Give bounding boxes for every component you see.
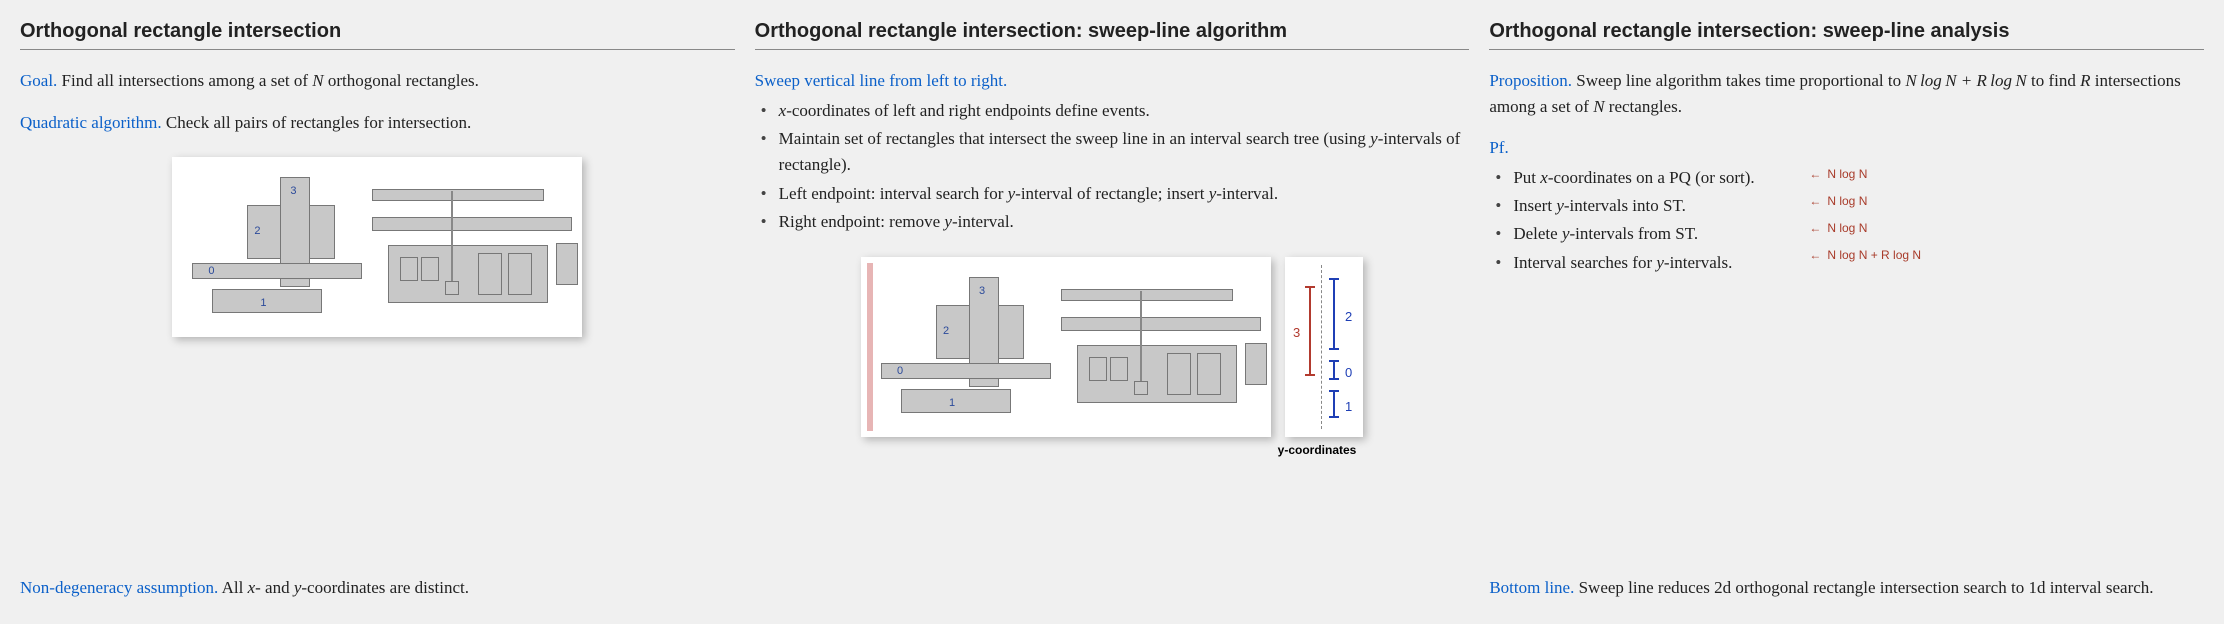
interval-cap [1305,286,1315,288]
rect-label: 2 [254,225,260,237]
interval-label: 0 [1345,365,1352,380]
rect [1061,317,1261,331]
interval-line [1333,279,1335,349]
annot-4: N log N + R log N [1809,248,1921,262]
interval-cap [1329,416,1339,418]
rect [212,289,322,313]
figure-box-2: 3 2 0 1 [861,257,1271,437]
goal-line: Goal. Find all intersections among a set… [20,68,735,94]
bullet-1: x-coordinates of left and right endpoint… [779,98,1470,124]
y-intervals-panel: 3 2 0 1 [1285,257,1363,437]
interval-line [1309,287,1311,375]
rect [1089,357,1107,381]
interval-cap [1329,390,1339,392]
interval-label: 1 [1345,399,1352,414]
interval-cap [1329,278,1339,280]
slide-2: Orthogonal rectangle intersection: sweep… [755,20,1470,604]
stick [451,191,453,289]
rect-label: 1 [949,397,955,409]
quadratic-line: Quadratic algorithm. Check all pairs of … [20,110,735,136]
slide-title: Orthogonal rectangle intersection [20,20,735,50]
sweep-bullets: x-coordinates of left and right endpoint… [755,98,1470,238]
rect [1061,289,1233,301]
rect [508,253,532,295]
rect [1245,343,1267,385]
quad-lead: Quadratic algorithm. [20,113,162,132]
interval-cap [1329,378,1339,380]
interval-label: 2 [1345,309,1352,324]
slide-1: Orthogonal rectangle intersection Goal. … [20,20,735,604]
interval-cap [1329,360,1339,362]
goal-lead: Goal. [20,71,57,90]
interval-line [1333,361,1335,379]
rect-label: 1 [260,297,266,309]
pf-lead: Pf. [1489,135,2204,161]
y-caption: y-coordinates [1278,443,1357,457]
slide-title: Orthogonal rectangle intersection: sweep… [755,20,1470,50]
rect [881,363,1051,379]
proof-block: Put x-coordinates on a PQ (or sort). Ins… [1489,165,2204,278]
rect [1197,353,1221,395]
rect-label: 3 [290,185,296,197]
slide-title: Orthogonal rectangle intersection: sweep… [1489,20,2204,50]
bullet-4: Right endpoint: remove y-interval. [779,209,1470,235]
rect [192,263,362,279]
interval-cap [1329,348,1339,350]
stick-knob [445,281,459,295]
bottom-line: Bottom line. Sweep line reduces 2d ortho… [1489,575,2204,601]
annot-1: N log N [1809,167,1867,181]
dashed-axis [1321,265,1322,429]
bullet-3: Left endpoint: interval search for y-int… [779,181,1470,207]
rect [372,189,544,201]
rect-label: 0 [897,365,903,377]
slide-3: Orthogonal rectangle intersection: sweep… [1489,20,2204,604]
proposition: Proposition. Sweep line algorithm takes … [1489,68,2204,119]
annot-2: N log N [1809,194,1867,208]
interval-label: 3 [1293,325,1300,340]
annot-3: N log N [1809,221,1867,235]
rect [1167,353,1191,395]
rect [372,217,572,231]
rect-label: 2 [943,325,949,337]
bullet-2: Maintain set of rectangles that intersec… [779,126,1470,179]
figure-2-row: 3 2 0 1 3 2 0 1 y-coordinates [755,257,1470,457]
rect [400,257,418,281]
rect-label: 0 [208,265,214,277]
rect-label: 3 [979,285,985,297]
nondeg-line: Non-degeneracy assumption. All x- and y-… [20,575,735,601]
rect [421,257,439,281]
rect [901,389,1011,413]
rect [1110,357,1128,381]
sweep-line-marker [867,263,873,431]
interval-line [1333,391,1335,417]
sweep-lead: Sweep vertical line from left to right. [755,68,1470,94]
stick [1140,291,1142,389]
rect [478,253,502,295]
figure-box: 3 2 0 1 [172,157,582,337]
stick-knob [1134,381,1148,395]
prop-expr: N log N + R log N [1905,71,2026,90]
interval-cap [1305,374,1315,376]
figure-1: 3 2 0 1 [20,157,735,337]
rect [556,243,578,285]
